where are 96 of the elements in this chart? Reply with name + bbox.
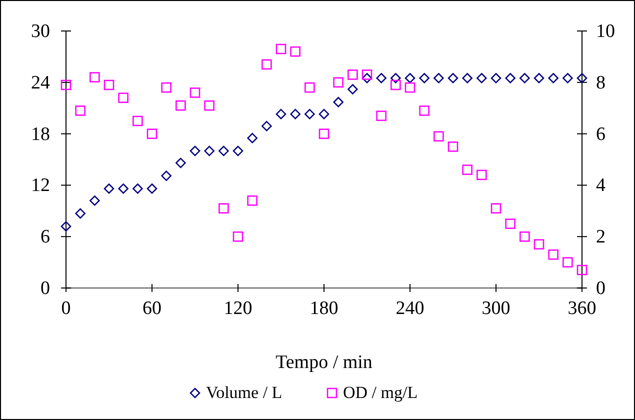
point [75,106,86,116]
point [218,146,229,156]
point [505,218,516,229]
point [448,72,458,84]
point [520,72,530,84]
y-tick-label: 18 [31,124,50,145]
point [419,72,430,84]
point [576,264,588,276]
point [290,46,300,57]
x-tick-label: 60 [142,298,162,319]
legend-label: Volume / L [206,383,282,402]
x-tick-label: 360 [568,298,596,319]
point [490,72,502,84]
point [362,70,372,80]
point [576,72,588,84]
point [161,170,172,181]
point [75,208,86,219]
point [118,183,128,194]
point [90,195,100,206]
x-tick-label: 240 [396,298,424,319]
point [505,72,516,84]
point [520,231,530,242]
point [462,72,472,84]
point [218,203,229,214]
y2-tick-label: 8 [596,72,606,94]
point [60,221,72,232]
point [390,80,401,90]
point [462,164,472,175]
point [534,239,544,250]
y2-tick-label: 6 [596,124,606,145]
y2-tick-label: 0 [596,278,606,299]
point [104,183,114,194]
point [262,59,272,70]
point [419,106,430,116]
point [276,44,286,54]
point [60,80,72,90]
point [562,72,573,84]
point [204,100,214,111]
point [176,100,186,111]
point [118,92,128,103]
point [318,128,330,139]
x-axis-title: Tempo / min [276,352,373,373]
point [476,170,487,180]
point [534,72,544,84]
point [146,183,158,194]
point [146,128,158,139]
point [476,72,487,84]
point [304,82,315,93]
point [390,72,401,84]
point [176,158,186,168]
point [548,249,558,260]
x-tick-label: 180 [310,298,338,319]
point [190,88,200,98]
point [247,132,258,144]
point [448,142,458,152]
point [132,183,143,194]
point [376,110,386,121]
point [348,70,358,80]
legend-label: OD / mg/L [343,383,418,402]
point [434,131,444,142]
y-tick-label: 0 [40,278,50,299]
y2-tick-label: 4 [596,175,606,196]
point [190,146,200,156]
point [262,120,272,132]
point [318,108,330,120]
point [161,82,172,93]
y-tick-label: 6 [40,226,50,248]
point [104,80,114,90]
y-tick-label: 12 [31,175,50,196]
point [290,108,300,120]
point [304,108,315,120]
point [204,146,214,156]
point [490,203,502,214]
point [232,146,244,156]
point [348,84,358,94]
point [232,231,244,242]
point [434,72,444,84]
point [333,96,344,108]
point [548,72,558,84]
point [404,72,416,84]
y-tick-label: 24 [31,72,50,94]
x-tick-label: 300 [482,298,510,319]
point [376,72,386,84]
y2-tick-label: 10 [596,21,615,42]
point [362,72,372,84]
y2-tick-label: 2 [596,226,606,248]
point [276,108,286,120]
point [404,82,416,93]
y-tick-label: 30 [31,21,50,42]
point [90,72,100,82]
point [132,116,143,126]
x-tick-label: 120 [224,298,252,319]
point [562,257,573,268]
point [333,77,344,88]
x-tick-label: 0 [61,298,71,319]
point [247,195,258,206]
